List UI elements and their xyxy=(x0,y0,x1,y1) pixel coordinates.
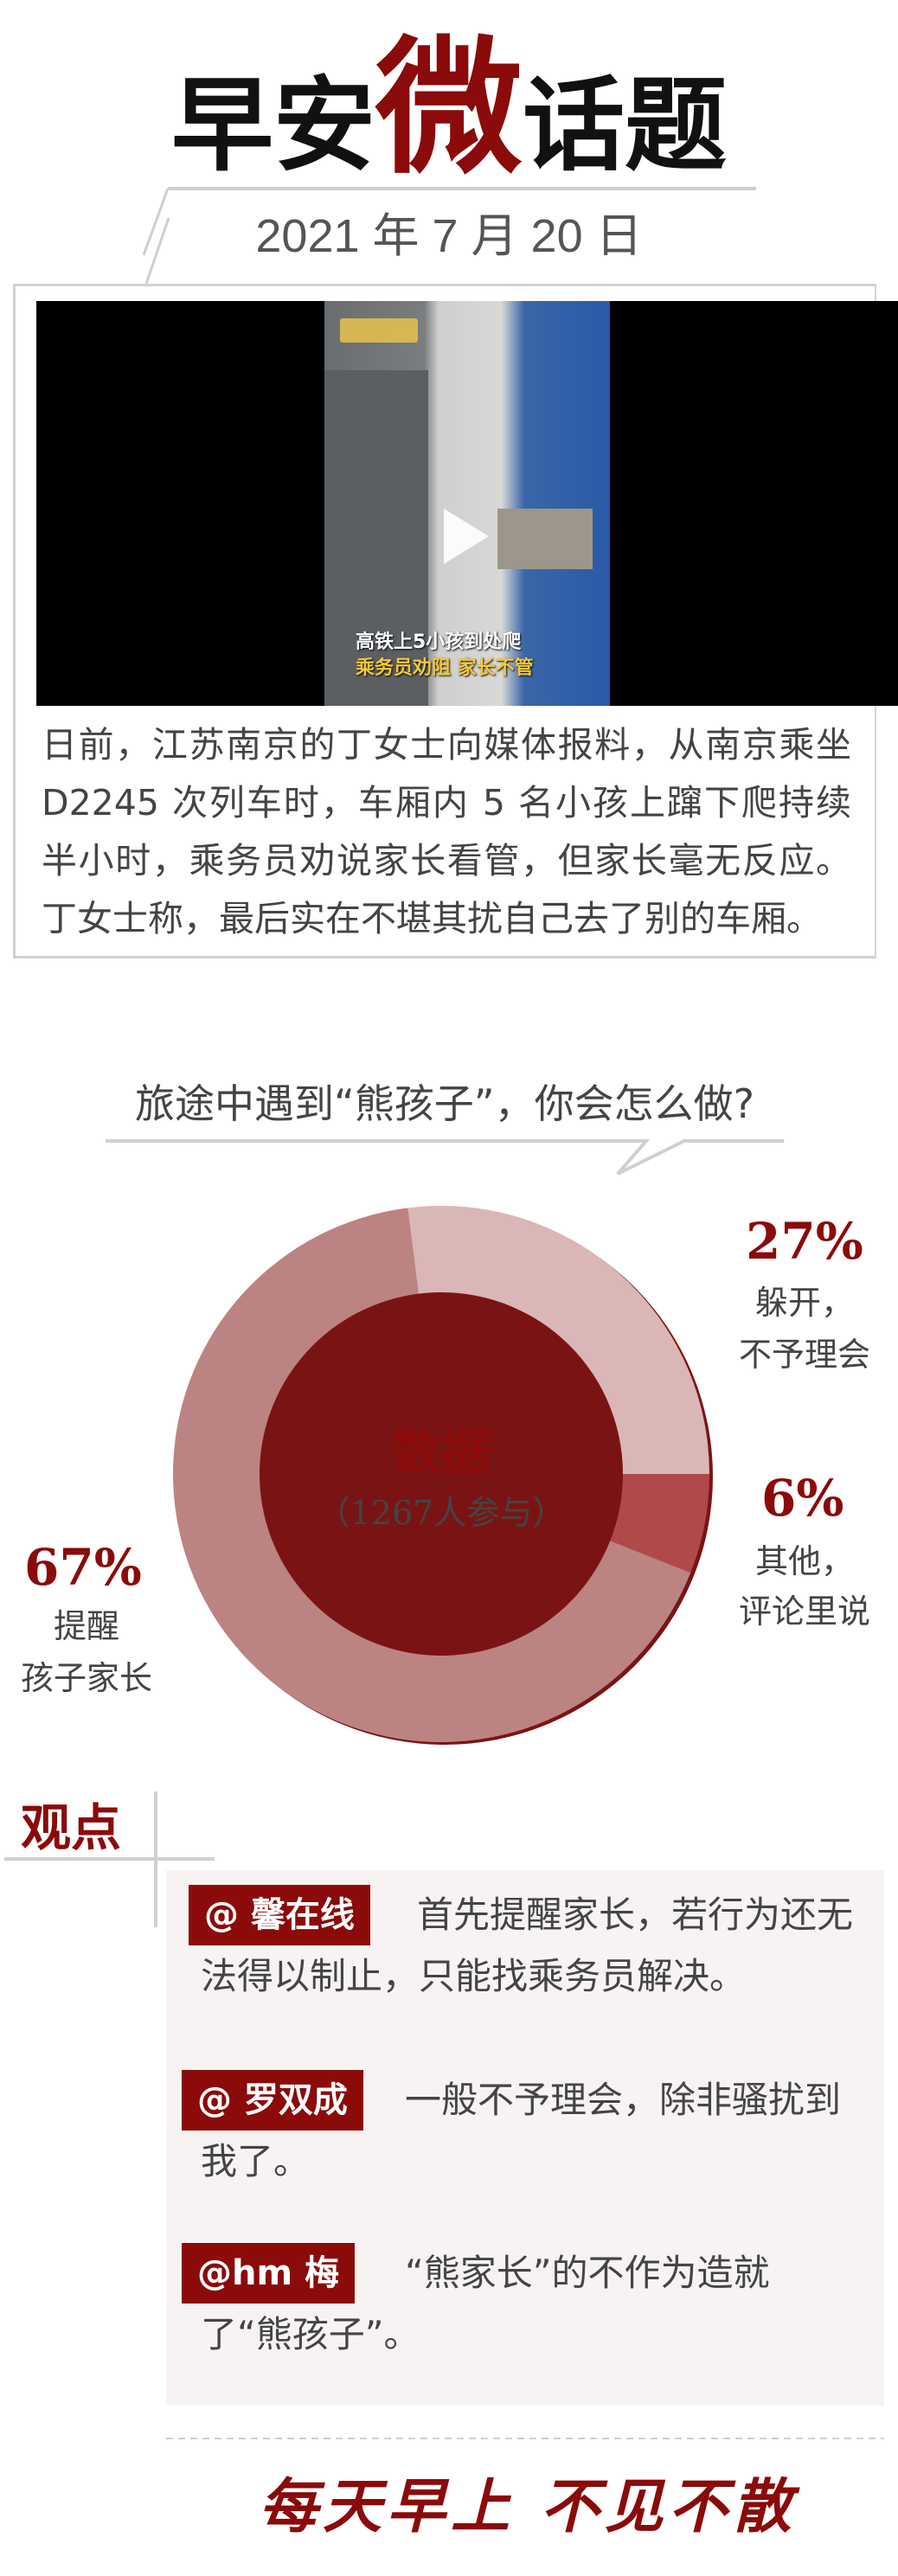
comment-user-tag: @hm 梅 xyxy=(182,2243,356,2304)
speech-bubble-line xyxy=(106,1139,784,1176)
comment-text: “熊家长”的不作为造就了“熊孩子”。 xyxy=(201,2252,770,2355)
video-thumbnail: 高铁上5小孩到处爬 乘务员劝阻 家长不管 xyxy=(324,301,610,706)
video-caption-line1: 高铁上5小孩到处爬 xyxy=(356,631,522,653)
video-caption-line2: 乘务员劝阻 家长不管 xyxy=(356,657,534,679)
seat-shape xyxy=(324,370,428,706)
video-logo xyxy=(340,318,418,343)
donut-slice-2 xyxy=(173,1208,691,1742)
tray-shape xyxy=(497,509,593,569)
slice-pct-label: 67% xyxy=(24,1538,142,1597)
play-icon[interactable] xyxy=(444,509,489,564)
slice-pct-label: 6% xyxy=(761,1469,844,1528)
comment-text: 一般不予理会，除非骚扰到我了。 xyxy=(201,2079,842,2182)
donut-chart xyxy=(173,1206,713,1745)
slice-label: 评论里说 xyxy=(738,1592,870,1631)
story-text: 日前，江苏南京的丁女士向媒体报料，从南京乘坐 D2245 次列车时，车厢内 5 … xyxy=(42,724,851,939)
slice-label: 孩子家长 xyxy=(20,1659,152,1697)
title-part1: 早安 xyxy=(170,65,375,185)
video-player[interactable]: 高铁上5小孩到处爬 乘务员劝阻 家长不管 xyxy=(36,301,898,706)
title-part2: 话题 xyxy=(523,65,728,185)
donut-center-title: 数据 xyxy=(390,1423,491,1482)
date: 2021 年 7 月 20 日 xyxy=(255,210,643,262)
slice-pct-label: 27% xyxy=(746,1212,863,1271)
header-decor-lines xyxy=(142,187,756,285)
comments-panel xyxy=(166,1870,884,2406)
poll-question: 旅途中遇到“熊孩子”，你会怎么做? xyxy=(134,1080,755,1127)
slice-label: 其他， xyxy=(754,1542,854,1580)
views-decor-lines xyxy=(4,1791,215,1927)
slice-label: 躲开， xyxy=(754,1284,854,1322)
title-accent: 微 xyxy=(375,22,523,195)
donut-slice-0 xyxy=(407,1206,709,1474)
dashed-divider xyxy=(166,2438,884,2439)
comment-user-tag: @ 罗双成 xyxy=(182,2070,363,2131)
page-title: 早安微话题 xyxy=(0,26,898,190)
comment-text: 首先提醒家长，若行为还无法得以制止，只能找乘务员解决。 xyxy=(201,1894,854,1997)
donut-slice-1 xyxy=(610,1474,709,1573)
slice-label: 提醒 xyxy=(53,1607,119,1645)
donut-center-subtitle: （1267人参与） xyxy=(317,1494,566,1532)
slice-label: 不予理会 xyxy=(738,1336,870,1374)
views-heading: 观点 xyxy=(21,1798,122,1857)
footer-slogan: 每天早上 不见不散 xyxy=(259,2472,797,2541)
comment-user-tag: @ 馨在线 xyxy=(189,1885,370,1945)
